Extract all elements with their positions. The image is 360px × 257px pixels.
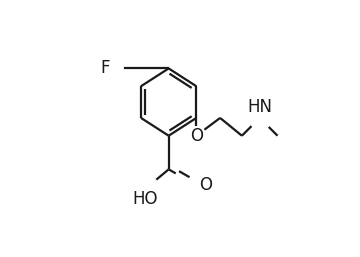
Text: HO: HO	[132, 190, 158, 208]
Text: F: F	[101, 59, 110, 77]
Text: O: O	[190, 127, 203, 145]
Text: HN: HN	[247, 98, 272, 116]
Text: O: O	[199, 176, 212, 194]
